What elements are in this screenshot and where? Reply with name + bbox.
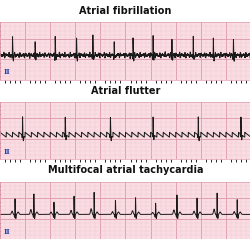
Text: II: II	[4, 228, 10, 236]
Text: Atrial fibrillation: Atrial fibrillation	[79, 6, 171, 16]
Text: Atrial flutter: Atrial flutter	[90, 86, 160, 96]
Text: Multifocal atrial tachycardia: Multifocal atrial tachycardia	[48, 165, 203, 175]
Text: II: II	[4, 148, 10, 156]
Text: II: II	[4, 68, 10, 76]
